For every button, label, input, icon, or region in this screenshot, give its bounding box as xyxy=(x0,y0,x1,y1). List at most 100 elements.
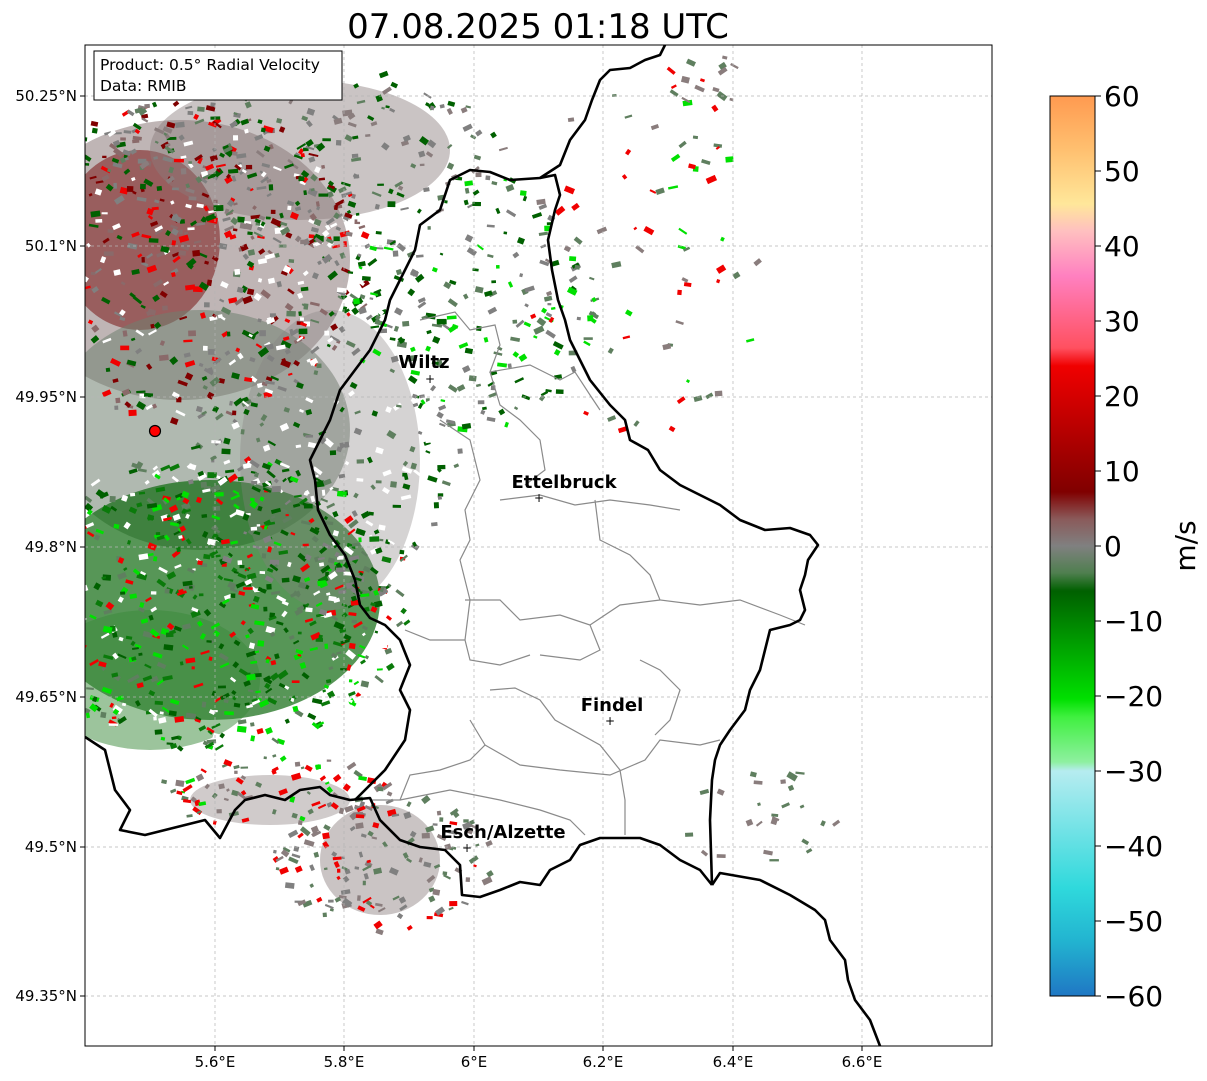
echo-pixel xyxy=(448,906,454,911)
echo-pixel xyxy=(124,401,132,408)
echo-pixel xyxy=(753,258,762,267)
echo-pixel xyxy=(136,401,147,411)
echo-pixel xyxy=(225,209,234,216)
echo-pixel xyxy=(333,621,345,631)
echo-pixel xyxy=(303,839,315,847)
echo-pixel xyxy=(360,231,370,240)
echo-pixel xyxy=(469,823,478,830)
echo-pixel xyxy=(227,473,238,484)
echo-pixel xyxy=(284,718,290,724)
echo-pixel xyxy=(168,504,179,513)
echo-pixel xyxy=(461,423,472,430)
echo-pixel xyxy=(136,682,144,689)
echo-pixel xyxy=(497,346,503,351)
echo-pixel xyxy=(89,614,97,620)
echo-pixel xyxy=(445,419,455,425)
echo-pixel xyxy=(212,820,217,825)
echo-pixel xyxy=(215,163,226,168)
lon-tick-label: 5.8°E xyxy=(324,1053,365,1071)
echo-pixel xyxy=(88,223,99,228)
echo-pixel xyxy=(393,275,405,283)
echo-pixel xyxy=(294,900,303,903)
echo-pixel xyxy=(291,720,299,727)
echo-pixel xyxy=(61,321,68,328)
echo-pixel xyxy=(252,595,260,603)
echo-pixel xyxy=(379,538,384,542)
echo-pixel xyxy=(300,563,311,573)
echo-pixel xyxy=(134,128,141,135)
lon-tick-label: 6.2°E xyxy=(583,1053,624,1071)
echo-pixel xyxy=(334,260,340,267)
echo-pixel xyxy=(310,345,320,355)
echo-pixel xyxy=(388,188,394,195)
echo-pixel xyxy=(107,129,117,138)
echo-pixel xyxy=(225,788,230,792)
echo-pixel xyxy=(291,853,301,859)
echo-pixel xyxy=(152,465,159,471)
echo-pixel xyxy=(242,513,250,521)
echo-pixel xyxy=(368,511,374,516)
echo-pixel xyxy=(286,310,296,317)
echo-pixel xyxy=(251,698,258,702)
echo-pixel xyxy=(344,805,354,813)
echo-pixel xyxy=(127,540,131,545)
echo-pixel xyxy=(136,502,143,508)
city-label: Findel xyxy=(581,695,644,716)
echo-pixel xyxy=(257,119,263,124)
echo-pixel xyxy=(180,155,187,159)
echo-pixel xyxy=(79,678,85,684)
echo-pixel xyxy=(319,546,328,554)
map-frame xyxy=(84,44,993,1047)
echo-pixel xyxy=(35,187,41,193)
echo-pixel xyxy=(261,162,271,168)
echo-pixel xyxy=(29,208,36,215)
echo-pixel xyxy=(64,154,70,160)
echo-pixel xyxy=(244,222,253,231)
echo-pixel xyxy=(378,524,386,531)
echo-pixel xyxy=(166,622,175,631)
echo-pixel xyxy=(249,500,259,509)
echo-pixel xyxy=(343,633,352,641)
echo-pixel xyxy=(464,234,474,243)
echo-pixel xyxy=(162,156,174,163)
echo-pixel xyxy=(275,867,280,871)
echo-pixel xyxy=(386,430,397,440)
echo-pixel xyxy=(220,306,232,316)
echo-pixel xyxy=(283,627,289,634)
echo-pixel xyxy=(402,472,407,477)
echo-pixel xyxy=(264,575,274,584)
echo-pixel xyxy=(365,520,374,527)
echo-pixel xyxy=(362,864,372,872)
echo-pixel xyxy=(349,381,358,390)
echo-pixel xyxy=(219,315,226,321)
echo-pixel xyxy=(86,242,91,248)
echo-pixel xyxy=(473,864,477,868)
echo-pixel xyxy=(131,268,140,275)
echo-pixel xyxy=(322,542,332,550)
echo-pixel xyxy=(278,550,289,555)
echo-pixel xyxy=(172,187,179,191)
echo-pixel xyxy=(163,516,173,522)
echo-pixel xyxy=(399,549,405,555)
echo-pixel xyxy=(303,190,308,196)
echo-pixel xyxy=(49,273,54,278)
echo-pixel xyxy=(570,365,577,373)
figure-title: 07.08.2025 01:18 UTC xyxy=(347,7,729,47)
echo-pixel xyxy=(230,540,239,545)
echo-pixel xyxy=(198,725,207,732)
echo-pixel xyxy=(351,153,359,158)
echo-pixel xyxy=(340,639,350,645)
echo-pixel xyxy=(219,662,230,669)
echo-pixel xyxy=(74,173,85,182)
echo-pixel xyxy=(159,711,164,715)
echo-pixel xyxy=(234,509,245,517)
echo-pixel xyxy=(78,288,84,293)
echo-pixel xyxy=(42,651,50,657)
echo-pixel xyxy=(85,712,91,719)
echo-pixel xyxy=(169,463,180,472)
echo-pixel xyxy=(371,836,378,840)
echo-pixel xyxy=(253,231,263,238)
echo-pixel xyxy=(369,904,375,909)
echo-pixel xyxy=(265,216,271,220)
echo-pixel xyxy=(296,382,304,389)
